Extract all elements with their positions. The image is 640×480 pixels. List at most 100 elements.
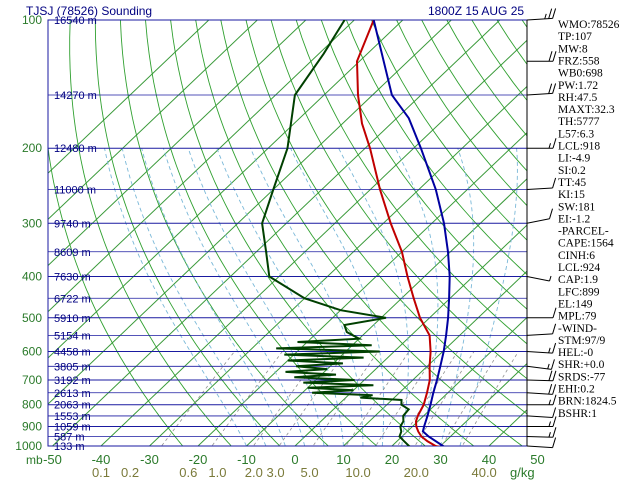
mixing-ratio-line bbox=[252, 351, 323, 446]
index-item: SRDS:-77 bbox=[558, 371, 606, 383]
dry-adiabat bbox=[270, 20, 527, 380]
dry-adiabat bbox=[345, 20, 527, 276]
mixing-ratio-line bbox=[211, 351, 283, 446]
temperature-tick-label: -40 bbox=[92, 452, 111, 467]
temperature-tick-label: -30 bbox=[140, 452, 159, 467]
mixing-ratio-label: 3.0 bbox=[267, 465, 285, 480]
index-item: KI:15 bbox=[558, 189, 585, 201]
wind-barb bbox=[526, 342, 557, 354]
index-item: LCL:924 bbox=[558, 262, 600, 274]
index-item: CINH:6 bbox=[558, 250, 595, 262]
index-item: EI:-1.2 bbox=[558, 213, 591, 225]
height-label: 16540 m bbox=[54, 15, 97, 27]
isotherm-line bbox=[52, 20, 501, 446]
wind-barb bbox=[526, 208, 553, 224]
index-item: LI:-4.9 bbox=[558, 153, 591, 165]
mixing-ratio-label: 0.2 bbox=[121, 465, 139, 480]
series-layer bbox=[261, 20, 451, 446]
moist-adiabat bbox=[104, 148, 247, 446]
parcel-line bbox=[372, 20, 451, 446]
isotherm-line bbox=[100, 39, 527, 446]
index-item: SHR:+0.0 bbox=[558, 359, 605, 371]
pressure-tick-label: 400 bbox=[22, 269, 42, 283]
mixing-ratio-label: 2.0 bbox=[245, 465, 263, 480]
isotherm-line bbox=[48, 20, 210, 174]
dry-adiabat bbox=[145, 20, 378, 446]
pressure-tick-label: 800 bbox=[22, 398, 42, 412]
wind-barb bbox=[527, 416, 557, 428]
x-axis-prefix: mb bbox=[26, 453, 43, 467]
wind-barbs bbox=[526, 8, 557, 449]
height-label: 4458 m bbox=[54, 346, 91, 358]
mixing-ratio-label: 10.0 bbox=[345, 465, 370, 480]
wind-barb bbox=[526, 407, 557, 419]
isotherm-line bbox=[391, 316, 527, 446]
wind-barb bbox=[526, 83, 557, 96]
pressure-tick-label: 600 bbox=[22, 344, 42, 358]
height-label: 2613 m bbox=[54, 388, 91, 400]
index-item: CAPE:1564 bbox=[558, 238, 614, 250]
moist-adiabat bbox=[250, 148, 364, 446]
height-label: 12480 m bbox=[54, 143, 97, 155]
isotherm-line bbox=[440, 362, 527, 446]
dry-adiabat bbox=[195, 20, 475, 446]
dry-adiabat bbox=[245, 20, 527, 415]
wind-barb bbox=[526, 177, 557, 191]
mixing-ratio-label: 0.1 bbox=[92, 465, 110, 480]
height-label: 8609 m bbox=[54, 247, 91, 259]
dry-adiabat bbox=[396, 20, 527, 207]
index-item: EL:149 bbox=[558, 298, 593, 310]
index-item: TT:45 bbox=[558, 177, 586, 189]
isotherm-line bbox=[48, 20, 404, 359]
height-label: 7630 m bbox=[54, 271, 91, 283]
temperature-tick-label: -50 bbox=[43, 452, 62, 467]
mixing-ratio-line bbox=[160, 351, 235, 446]
moist-adiabat bbox=[162, 148, 306, 446]
mixing-ratio-label: 40.0 bbox=[471, 465, 496, 480]
height-label: 1553 m bbox=[54, 411, 91, 423]
pressure-tick-label: 900 bbox=[22, 420, 42, 434]
mixing-ratio-unit: g/kg bbox=[510, 465, 535, 480]
dry-adiabat bbox=[119, 20, 329, 446]
mixing-ratio-line bbox=[312, 351, 379, 446]
mixing-ratio-line bbox=[375, 351, 438, 446]
pressure-tick-label: 1000 bbox=[15, 439, 42, 453]
index-item: RH:47.5 bbox=[558, 92, 598, 104]
dry-adiabat bbox=[623, 20, 640, 455]
index-item: -PARCEL- bbox=[558, 226, 609, 238]
index-item: MAXT:32.3 bbox=[558, 104, 615, 116]
temperature-tick-label: 20 bbox=[385, 452, 399, 467]
isotherm-line bbox=[48, 20, 355, 313]
wind-barb bbox=[527, 307, 557, 319]
index-item: CAP:1.9 bbox=[558, 274, 598, 286]
isotherm-line bbox=[149, 85, 527, 446]
index-item: BSHR:1 bbox=[558, 408, 597, 420]
wind-barb bbox=[526, 359, 555, 370]
index-item: PW:1.72 bbox=[558, 80, 598, 92]
moist-adiabat bbox=[394, 147, 439, 446]
mixing-ratio-label: 5.0 bbox=[301, 465, 319, 480]
index-item: TP:107 bbox=[558, 31, 592, 43]
moist-adiabat bbox=[440, 148, 475, 446]
temperature-tick-label: 10 bbox=[336, 452, 350, 467]
mixing-ratio-line bbox=[414, 351, 475, 446]
index-item: FRZ:558 bbox=[558, 55, 600, 67]
pressure-tick-label: 500 bbox=[22, 311, 42, 325]
wind-barb bbox=[526, 275, 552, 282]
temperature-tick-label: 40 bbox=[482, 452, 496, 467]
isotherm-line bbox=[48, 20, 452, 405]
wind-barb bbox=[526, 323, 557, 336]
index-item: MW:8 bbox=[558, 43, 588, 55]
isotherm-line bbox=[48, 20, 307, 267]
dry-adiabat bbox=[320, 20, 527, 310]
temperature-tick-label: 0 bbox=[291, 452, 298, 467]
dry-adiabat bbox=[371, 20, 527, 241]
dry-adiabat bbox=[94, 20, 281, 446]
height-label: 3192 m bbox=[54, 375, 91, 387]
temperature-line bbox=[355, 20, 441, 446]
mixing-ratio-line bbox=[345, 351, 410, 446]
dry-adiabat bbox=[48, 143, 184, 446]
temperature-tick-label: 50 bbox=[530, 452, 544, 467]
